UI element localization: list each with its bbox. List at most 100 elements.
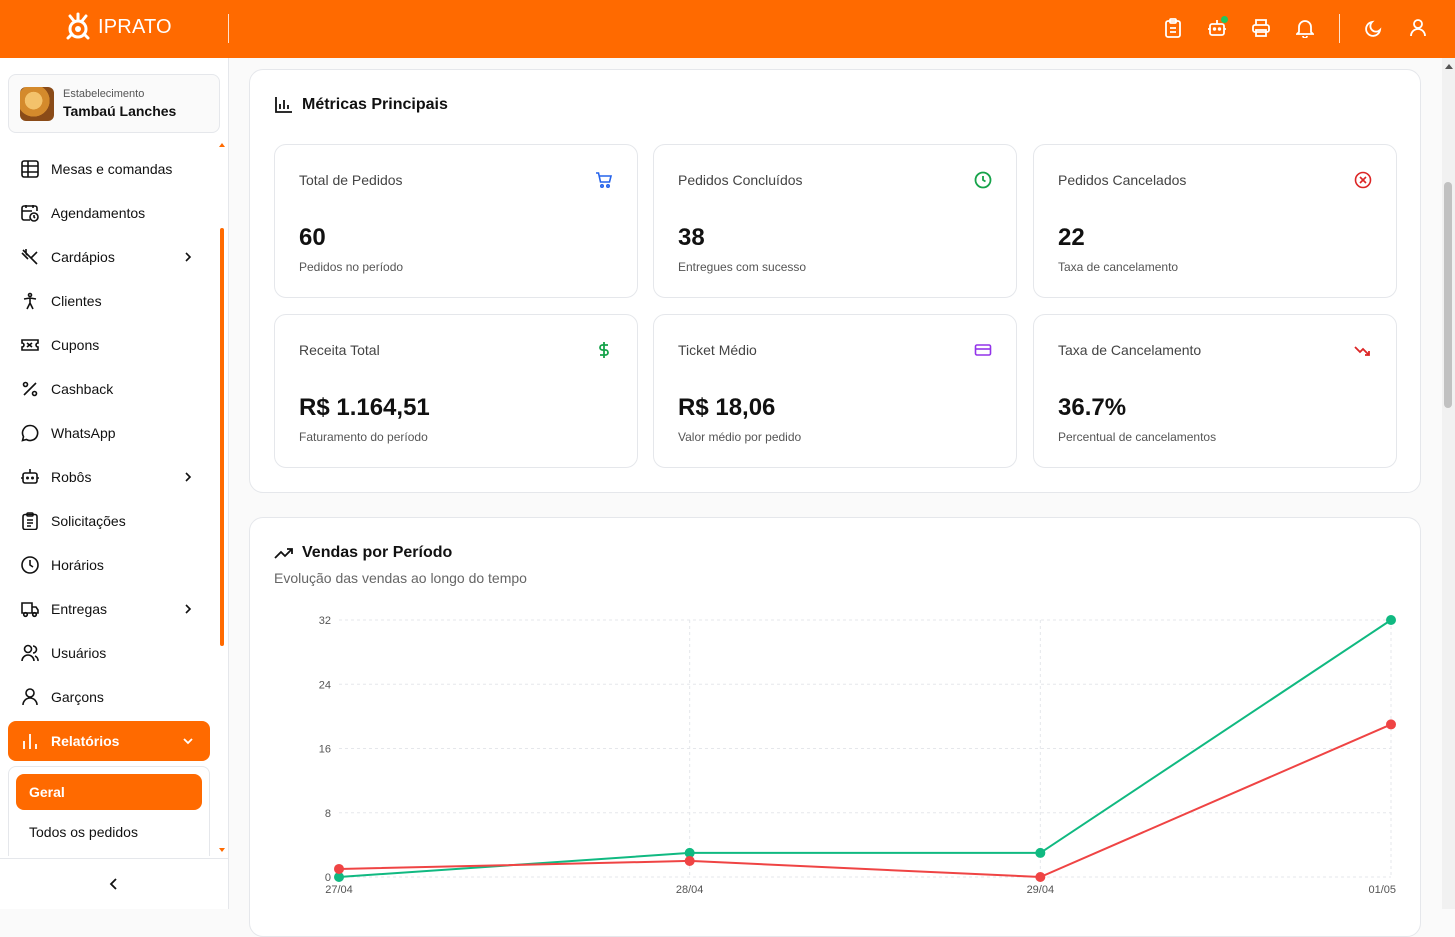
collapse-sidebar-button[interactable] (0, 858, 228, 909)
clipboard-list-icon (20, 511, 40, 531)
metric-value: R$ 1.164,51 (299, 394, 430, 421)
sidebar-item-relatorios[interactable]: Relatórios (8, 721, 210, 761)
metric-value: R$ 18,06 (678, 394, 776, 421)
sales-subtitle: Evolução das vendas ao longo do tempo (274, 570, 527, 586)
sidebar-item-label: Horários (51, 557, 104, 573)
brand-name: IPRATO (98, 15, 172, 38)
bar-chart-icon (275, 97, 292, 113)
sidebar-scroll-up[interactable] (219, 143, 225, 147)
sidebar-item-label: Cupons (51, 337, 100, 353)
metric-card-cancelados: Pedidos Cancelados 22 Taxa de cancelamen… (1033, 144, 1397, 298)
sidebar-item-whatsapp[interactable]: WhatsApp (8, 413, 210, 453)
ticket-icon (20, 335, 40, 355)
sidebar-item-label: Garçons (51, 689, 104, 705)
metrics-title-text: Métricas Principais (302, 96, 448, 113)
sidebar-item-garcons[interactable]: Garçons (8, 677, 210, 717)
establishment-name: Tambaú Lanches (63, 103, 177, 119)
chevron-down-icon (183, 738, 193, 745)
metric-value: 60 (299, 224, 326, 251)
chevron-right-icon (185, 252, 192, 262)
sidebar-item-solicitacoes[interactable]: Solicitações (8, 501, 210, 541)
establishment-avatar (20, 86, 54, 121)
trending-down-icon (1354, 346, 1370, 356)
brand-logo[interactable]: IPRATO (64, 12, 172, 42)
bar-chart-icon (20, 731, 40, 751)
user-icon[interactable] (1406, 16, 1430, 40)
sidebar-item-label: Entregas (51, 601, 108, 617)
sidebar-item-usuarios[interactable]: Usuários (8, 633, 210, 673)
metric-subtitle: Faturamento do período (299, 430, 428, 444)
metric-subtitle: Entregues com sucesso (678, 260, 807, 274)
sidebar-item-label: Cardápios (51, 249, 115, 265)
metric-card-ticket-medio: Ticket Médio R$ 18,06 Valor médio por pe… (653, 314, 1017, 468)
sidebar-item-label: WhatsApp (51, 425, 116, 441)
metric-title: Total de Pedidos (299, 172, 403, 188)
person-icon (20, 291, 40, 311)
header-divider (228, 14, 229, 43)
sidebar-item-cardapios[interactable]: Cardápios (8, 237, 210, 277)
metric-value: 38 (678, 224, 705, 251)
header-divider (1339, 14, 1340, 43)
metrics-title: Métricas Principais (274, 96, 448, 114)
printer-icon[interactable] (1249, 16, 1273, 40)
metric-card-receita: Receita Total R$ 1.164,51 Faturamento do… (274, 314, 638, 468)
scrollbar-thumb[interactable] (1444, 182, 1452, 408)
chevron-right-icon (185, 472, 192, 482)
metric-value: 22 (1058, 224, 1085, 251)
clock-icon (20, 555, 40, 575)
percent-icon (20, 379, 40, 399)
metric-card-taxa-cancelamento: Taxa de Cancelamento 36.7% Percentual de… (1033, 314, 1397, 468)
reports-submenu: Geral Todos os pedidos (8, 766, 210, 856)
online-status-dot (1221, 16, 1228, 23)
establishment-label: Estabelecimento (63, 88, 145, 100)
submenu-item-geral[interactable]: Geral (16, 774, 202, 810)
metric-subtitle: Percentual de cancelamentos (1058, 430, 1217, 444)
sidebar-item-clientes[interactable]: Clientes (8, 281, 210, 321)
moon-icon[interactable] (1362, 16, 1386, 40)
sidebar-item-agendamentos[interactable]: Agendamentos (8, 193, 210, 233)
metric-card-concluidos: Pedidos Concluídos 38 Entregues com suce… (653, 144, 1017, 298)
clipboard-icon[interactable] (1161, 16, 1185, 40)
metric-card-total-pedidos: Total de Pedidos 60 Pedidos no período (274, 144, 638, 298)
sidebar-item-horarios[interactable]: Horários (8, 545, 210, 585)
metric-title: Pedidos Concluídos (678, 172, 803, 188)
sidebar-scrollbar[interactable] (220, 228, 224, 646)
sidebar-item-cupons[interactable]: Cupons (8, 325, 210, 365)
x-circle-icon (1354, 171, 1372, 189)
sidebar-item-label: Robôs (51, 469, 92, 485)
trending-up-icon (274, 548, 293, 559)
sidebar-item-robos[interactable]: Robôs (8, 457, 210, 497)
robot-icon[interactable] (1205, 16, 1229, 40)
sidebar-item-cashback[interactable]: Cashback (8, 369, 210, 409)
metrics-panel: Métricas Principais Total de Pedidos 60 … (249, 69, 1421, 493)
sales-title-text: Vendas por Período (302, 544, 453, 561)
bell-icon[interactable] (1293, 16, 1317, 40)
scroll-up-arrow[interactable] (1445, 64, 1453, 69)
truck-icon (20, 599, 40, 619)
metric-value: 36.7% (1058, 394, 1127, 421)
robot-icon (20, 467, 40, 487)
sidebar-item-label: Agendamentos (51, 205, 146, 221)
metric-title: Pedidos Cancelados (1058, 172, 1187, 188)
credit-card-icon (974, 344, 992, 356)
sidebar-item-label: Usuários (51, 645, 107, 661)
cart-icon (596, 172, 613, 189)
sidebar-item-mesas[interactable]: Mesas e comandas (8, 149, 210, 189)
dollar-icon (599, 342, 609, 358)
sidebar-item-label: Clientes (51, 293, 102, 309)
sidebar-item-label: Cashback (51, 381, 114, 397)
metric-subtitle: Valor médio por pedido (678, 430, 802, 444)
top-bar: IPRATO (0, 0, 1455, 58)
sidebar: Estabelecimento Tambaú Lanches Mesas e c… (0, 58, 229, 909)
calendar-clock-icon (20, 203, 40, 223)
metric-title: Taxa de Cancelamento (1058, 342, 1202, 358)
sales-title: Vendas por Período (274, 544, 452, 562)
sidebar-item-label: Relatórios (51, 733, 120, 749)
chevron-right-icon (185, 604, 192, 614)
sidebar-item-entregas[interactable]: Entregas (8, 589, 210, 629)
submenu-item-todos-pedidos[interactable]: Todos os pedidos (16, 814, 202, 850)
sidebar-scroll-down[interactable] (219, 848, 225, 852)
establishment-card[interactable]: Estabelecimento Tambaú Lanches (8, 74, 220, 133)
page-scrollbar[interactable] (1442, 58, 1455, 909)
metric-subtitle: Pedidos no período (299, 260, 404, 274)
